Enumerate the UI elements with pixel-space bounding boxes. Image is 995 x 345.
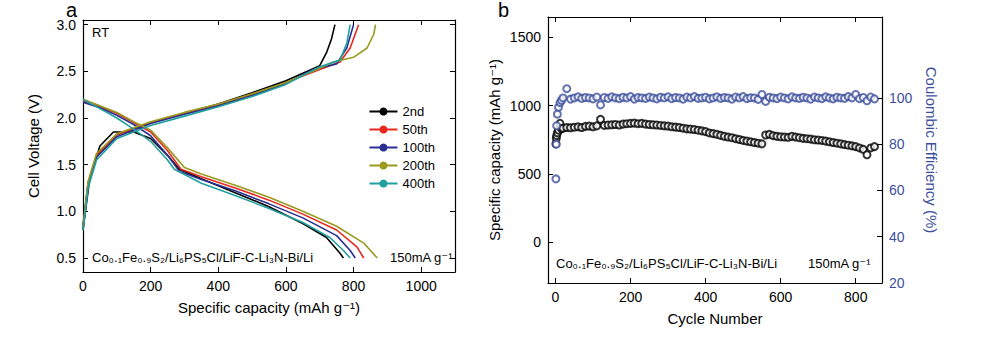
svg-text:1000: 1000	[406, 278, 437, 294]
svg-text:Cycle Number: Cycle Number	[667, 310, 762, 327]
svg-text:800: 800	[342, 278, 366, 294]
svg-text:Cell Voltage (V): Cell Voltage (V)	[25, 94, 42, 198]
svg-text:600: 600	[769, 289, 793, 305]
svg-text:0.5: 0.5	[57, 250, 77, 266]
svg-text:150mA g⁻¹: 150mA g⁻¹	[808, 256, 871, 271]
svg-text:150mA g⁻¹: 150mA g⁻¹	[390, 250, 453, 265]
svg-text:60: 60	[889, 182, 905, 198]
svg-text:Specific capacity (mAh g⁻¹): Specific capacity (mAh g⁻¹)	[178, 299, 360, 316]
svg-text:1000: 1000	[510, 98, 541, 114]
svg-text:100th: 100th	[402, 140, 435, 155]
svg-text:0: 0	[552, 289, 560, 305]
svg-text:RT: RT	[92, 25, 109, 40]
svg-text:400: 400	[207, 278, 231, 294]
svg-text:0: 0	[533, 234, 541, 250]
svg-text:Specific capacity (mAh g⁻¹): Specific capacity (mAh g⁻¹)	[486, 59, 503, 241]
svg-text:2.0: 2.0	[57, 110, 77, 126]
svg-text:0: 0	[79, 278, 87, 294]
svg-text:800: 800	[844, 289, 868, 305]
svg-text:600: 600	[274, 278, 298, 294]
svg-text:100: 100	[889, 90, 913, 106]
svg-text:2nd: 2nd	[402, 104, 424, 119]
svg-text:1.5: 1.5	[57, 157, 77, 173]
svg-text:20: 20	[889, 275, 905, 291]
svg-text:400: 400	[694, 289, 718, 305]
svg-text:500: 500	[518, 166, 542, 182]
svg-text:Coulombic Efficiency (%): Coulombic Efficiency (%)	[923, 67, 940, 233]
svg-text:50th: 50th	[402, 122, 427, 137]
svg-text:40: 40	[889, 229, 905, 245]
svg-text:80: 80	[889, 136, 905, 152]
svg-text:Co₀.₁Fe₀.₉S₂/Li₆PS₅Cl/LiF-C-Li: Co₀.₁Fe₀.₉S₂/Li₆PS₅Cl/LiF-C-Li₃N-Bi/Li	[556, 256, 777, 271]
svg-text:200: 200	[619, 289, 643, 305]
svg-text:1500: 1500	[510, 29, 541, 45]
svg-text:200th: 200th	[402, 158, 435, 173]
svg-text:3.0: 3.0	[57, 17, 77, 33]
svg-text:200: 200	[139, 278, 163, 294]
svg-text:Co₀.₁Fe₀.₉S₂/Li₆PS₅Cl/LiF-C-Li: Co₀.₁Fe₀.₉S₂/Li₆PS₅Cl/LiF-C-Li₃N-Bi/Li	[92, 250, 313, 265]
svg-text:2.5: 2.5	[57, 63, 77, 79]
svg-text:1.0: 1.0	[57, 203, 77, 219]
svg-text:b: b	[498, 0, 509, 21]
svg-text:400th: 400th	[402, 176, 435, 191]
